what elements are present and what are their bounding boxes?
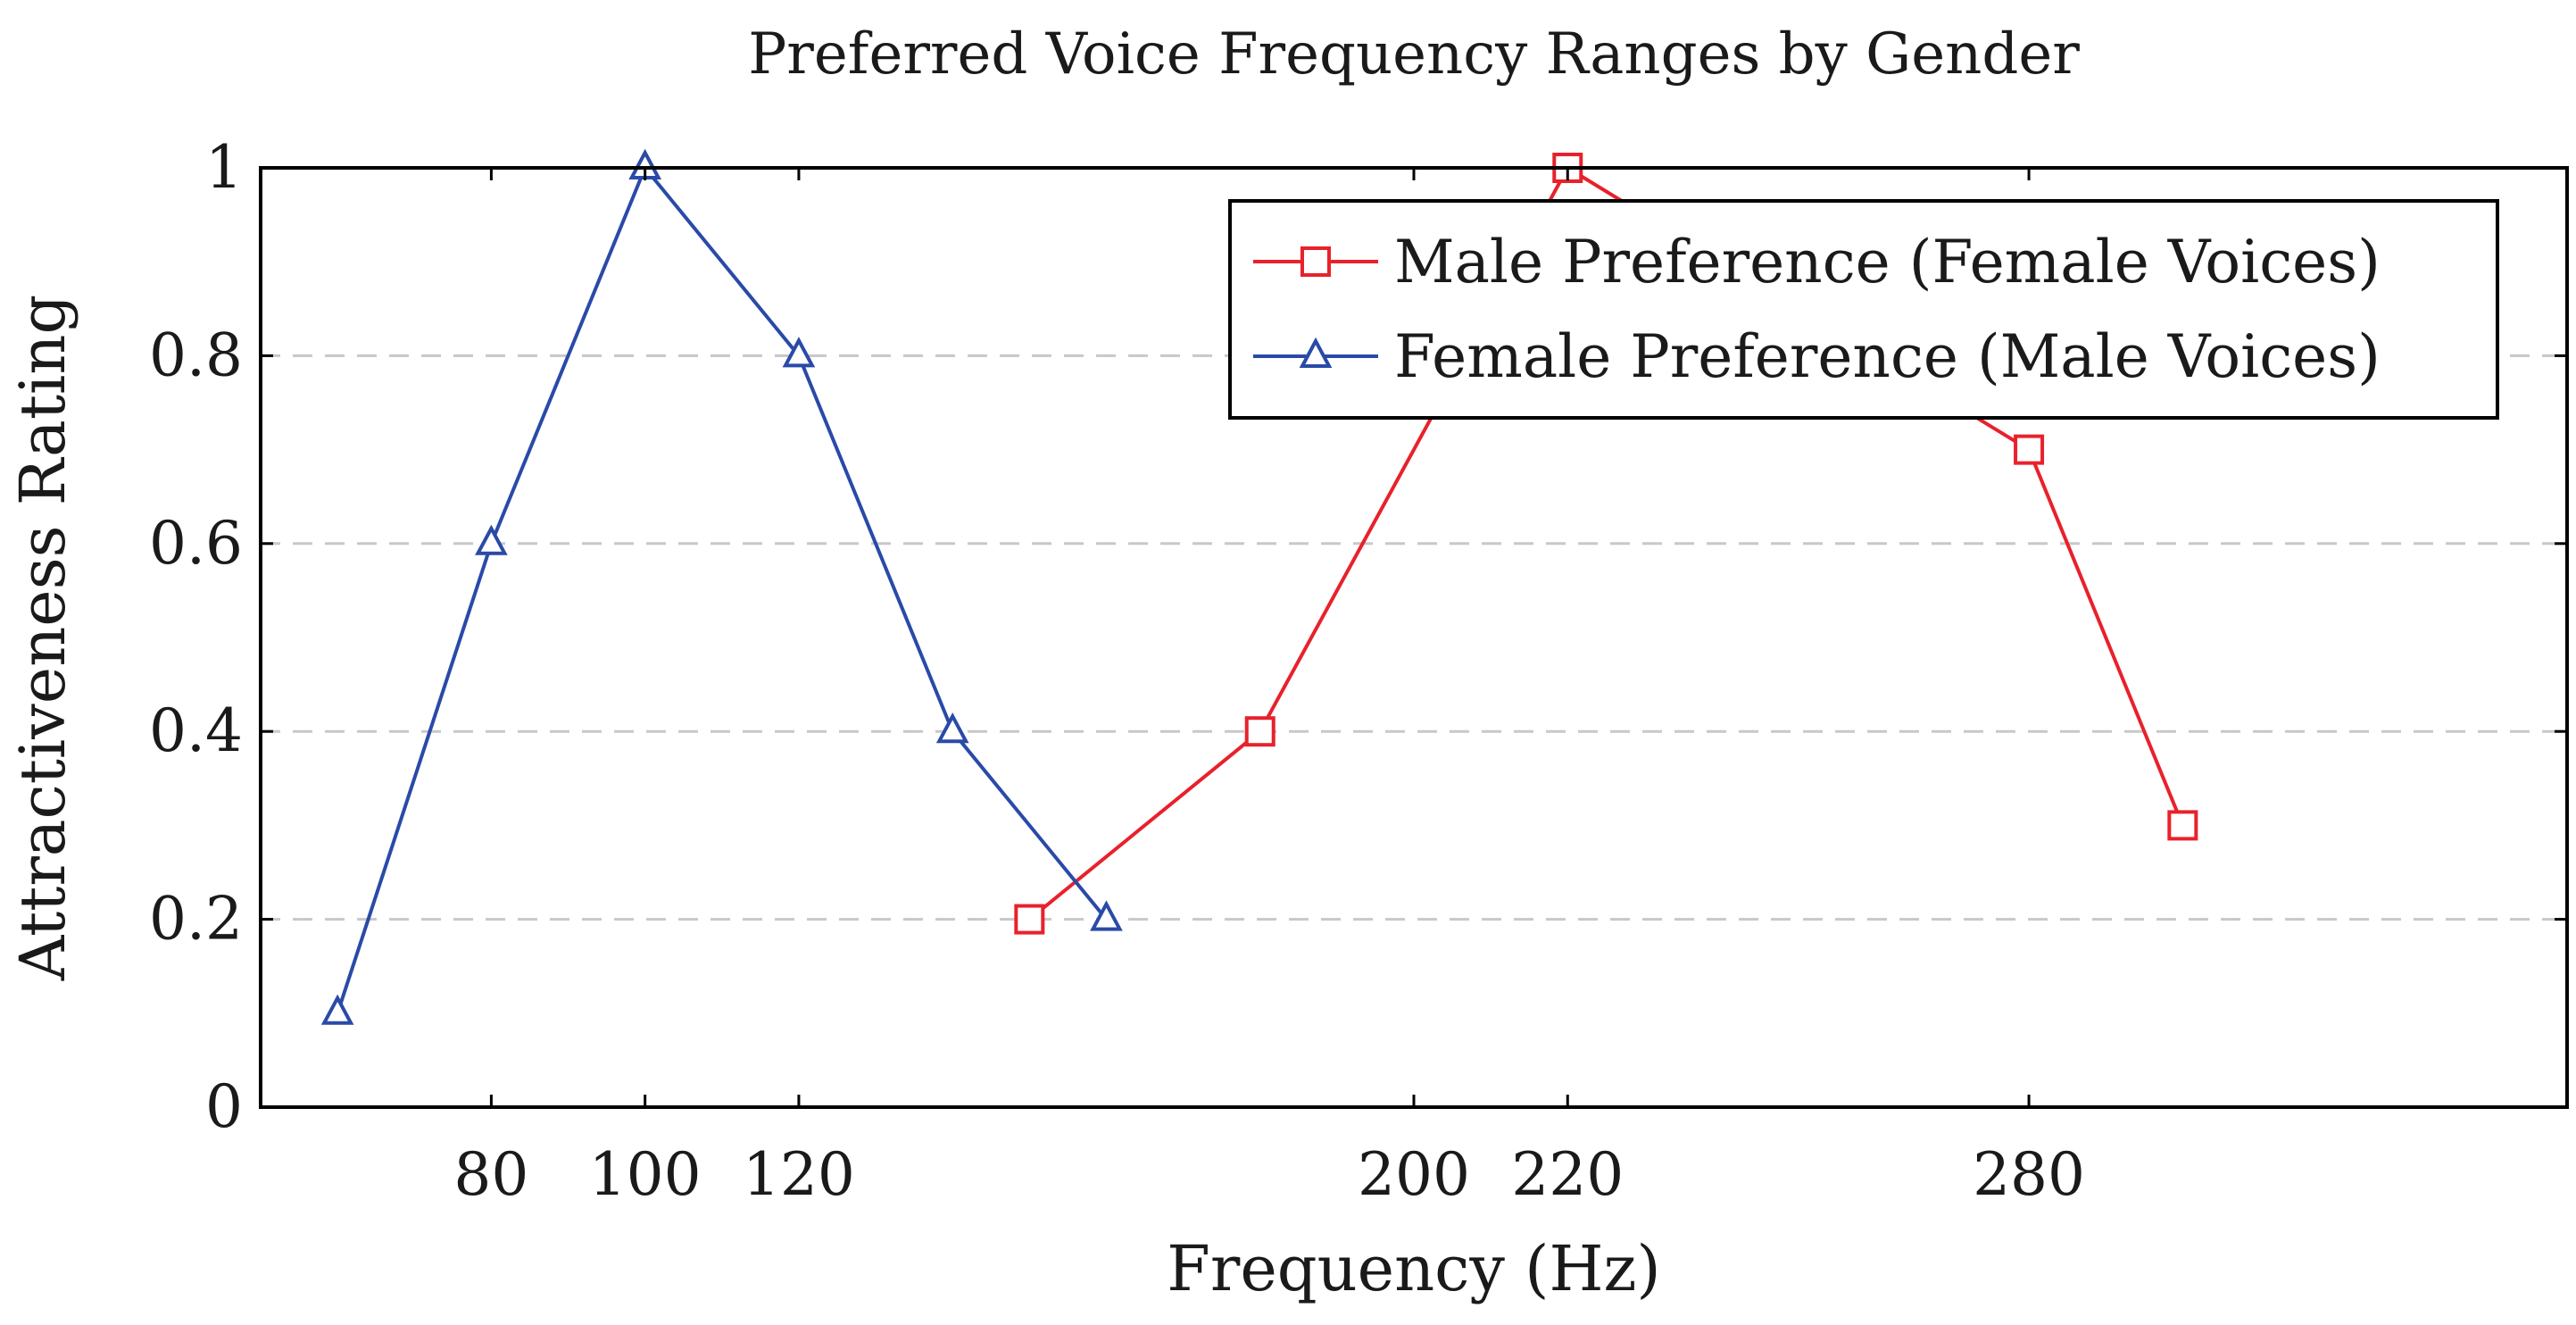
y-axis-label: Attractiveness Rating xyxy=(6,295,79,982)
data-point xyxy=(1090,900,1123,931)
legend-label: Female Preference (Male Voices) xyxy=(1394,322,2381,391)
data-point xyxy=(320,994,354,1025)
x-tick-label: 280 xyxy=(1973,1140,2085,1209)
legend-marker xyxy=(1299,337,1333,368)
data-point xyxy=(1244,716,1276,747)
legend-box xyxy=(1228,199,2499,420)
data-point xyxy=(935,712,969,744)
series-line xyxy=(336,166,1109,1014)
y-tick-label: 0.8 xyxy=(149,321,243,389)
y-tick-label: 0.2 xyxy=(149,885,243,954)
series-2 xyxy=(320,148,1123,1025)
data-point xyxy=(2014,434,2045,465)
x-tick-label: 100 xyxy=(589,1140,702,1209)
data-point xyxy=(782,337,816,368)
x-tick-label: 200 xyxy=(1358,1140,1470,1209)
legend-marker xyxy=(1300,246,1331,277)
x-axis-label: Frequency (Hz) xyxy=(1167,1232,1660,1305)
x-tick-label: 80 xyxy=(453,1140,528,1209)
chart-title: Preferred Voice Frequency Ranges by Gend… xyxy=(748,21,2080,88)
legend-item: Male Preference (Female Voices) xyxy=(1253,228,2381,296)
y-tick-label: 0.6 xyxy=(149,509,243,578)
y-tick-label: 0 xyxy=(205,1072,243,1141)
x-tick-label: 220 xyxy=(1511,1140,1624,1209)
legend-items: Male Preference (Female Voices) Female Pr… xyxy=(1253,228,2381,391)
axis-ticks: 0 0.2 0.4 0.6 0.8 1 80 100 120 200 220 280 xyxy=(149,133,2567,1209)
x-tick-label: 120 xyxy=(743,1140,855,1209)
grid-lines xyxy=(261,354,2567,921)
legend-label: Male Preference (Female Voices) xyxy=(1394,228,2381,296)
data-point xyxy=(2167,810,2198,841)
y-tick-label: 1 xyxy=(205,133,243,202)
y-tick-label: 0.4 xyxy=(149,696,243,765)
data-point xyxy=(1014,904,1045,935)
legend-item: Female Preference (Male Voices) xyxy=(1253,322,2381,391)
legend: Male Preference (Female Voices) Female Pr… xyxy=(1228,199,2499,420)
data-point xyxy=(475,524,508,555)
